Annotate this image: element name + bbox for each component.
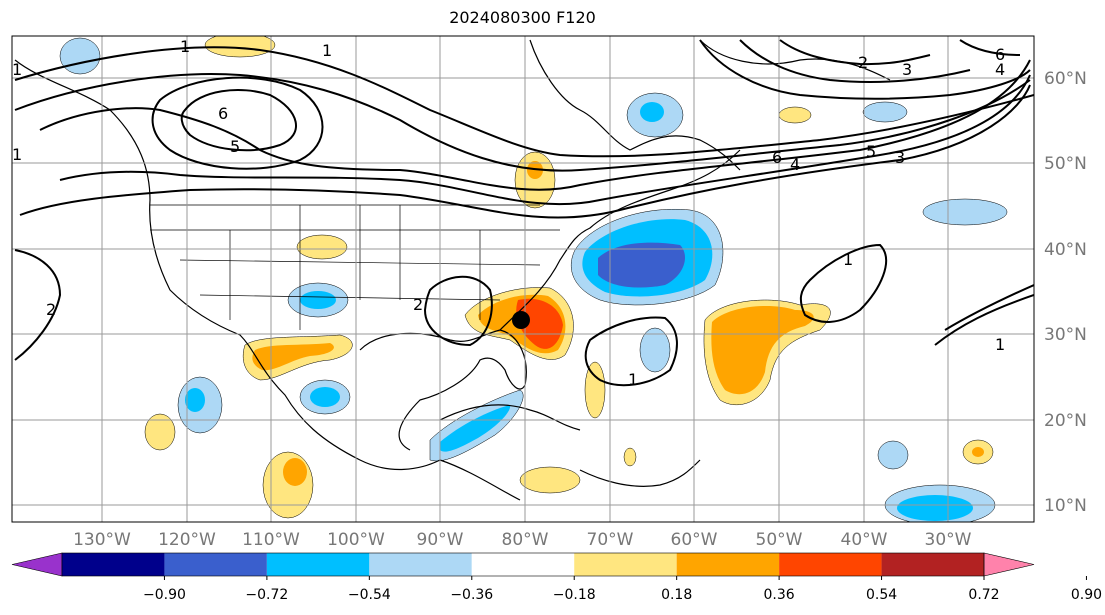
colorbar-tick-label: −0.36	[450, 587, 493, 603]
contour-label: 1	[180, 37, 190, 56]
colorbar-ticks: −0.90 −0.72 −0.54 −0.36 −0.18 0.18 0.36 0.54 0.7…	[143, 576, 1102, 603]
longitude-label: 30°W	[925, 530, 972, 550]
contour-label: 3	[895, 148, 905, 167]
longitude-label: 110°W	[242, 530, 300, 550]
map-title: 2024080300 F120	[449, 8, 596, 27]
latitude-labels: 10°N 20°N 30°N 40°N 50°N 60°N	[1044, 69, 1087, 516]
colorbar-segment	[471, 553, 575, 576]
contour-label: 1	[843, 250, 853, 269]
colorbar-tick-label: −0.90	[143, 587, 186, 603]
colorbar-segment	[676, 553, 780, 576]
map-frame	[11, 35, 1035, 523]
longitude-label: 50°W	[756, 530, 803, 550]
latitude-label: 20°N	[1044, 411, 1087, 431]
contour-label: 1	[12, 60, 22, 79]
contour-label: 1	[322, 41, 332, 60]
contour-label: 6	[218, 104, 228, 123]
colorbar-segment	[779, 553, 882, 576]
latitude-label: 50°N	[1044, 154, 1087, 174]
gridlines	[12, 36, 1034, 522]
contour-label: 1	[995, 335, 1005, 354]
longitude-labels: 130°W 120°W 110°W 100°W 90°W 80°W 70°W 60°W 50°W…	[73, 530, 972, 550]
longitude-label: 80°W	[502, 530, 549, 550]
state-borders	[150, 204, 560, 330]
colorbar-tick-label: 0.36	[764, 587, 795, 603]
contour-label: 2	[46, 300, 56, 319]
contour-label: 1	[628, 370, 638, 389]
contour-label: 5	[230, 137, 240, 156]
colorbar-tick-label: 0.54	[866, 587, 897, 603]
contour-label: 4	[790, 155, 800, 174]
colorbar-outline	[61, 552, 985, 577]
longitude-label: 60°W	[671, 530, 718, 550]
colorbar-segment	[266, 553, 370, 576]
longitude-label: 120°W	[158, 530, 216, 550]
contour-labels: 1 1 1 6 5 2 3 4 6 6 4 5 3 1 1 2 1 2 1	[12, 37, 1005, 389]
colorbar-segment	[574, 553, 677, 576]
latitude-label: 40°N	[1044, 240, 1087, 260]
colorbar-tick-label: 0.72	[968, 587, 999, 603]
colorbar-low-extension	[11, 552, 63, 577]
storm-center-marker	[512, 311, 530, 329]
colorbar-segment	[881, 553, 984, 576]
latitude-label: 30°N	[1044, 325, 1087, 345]
contour-label: 2	[413, 295, 423, 314]
contour-label: 5	[866, 142, 876, 161]
longitude-label: 70°W	[587, 530, 634, 550]
longitude-label: 100°W	[327, 530, 385, 550]
colorbar-tick-label: 0.18	[661, 587, 692, 603]
contour-lines	[14, 39, 1034, 387]
coastlines	[14, 39, 891, 501]
contour-label: 6	[772, 148, 782, 167]
colorbar-segment	[62, 553, 165, 576]
longitude-label: 130°W	[73, 530, 131, 550]
colorbar-tick-label: 0.90	[1071, 587, 1102, 603]
latitude-label: 60°N	[1044, 69, 1087, 89]
longitude-label: 40°W	[841, 530, 888, 550]
latitude-label: 10°N	[1044, 496, 1087, 516]
contour-label: 3	[902, 60, 912, 79]
contour-label: 6	[995, 45, 1005, 64]
colorbar-segment	[369, 553, 472, 576]
colorbar-tick-label: −0.18	[553, 587, 596, 603]
colorbar	[11, 552, 1035, 577]
colorbar-segment	[164, 553, 267, 576]
contour-label: 2	[858, 53, 868, 72]
colorbar-high-extension	[983, 552, 1035, 577]
colorbar-tick-label: −0.54	[348, 587, 391, 603]
contour-label: 4	[995, 60, 1005, 79]
colorbar-tick-label: −0.72	[245, 587, 288, 603]
contour-label: 1	[12, 145, 22, 164]
longitude-label: 90°W	[417, 530, 464, 550]
